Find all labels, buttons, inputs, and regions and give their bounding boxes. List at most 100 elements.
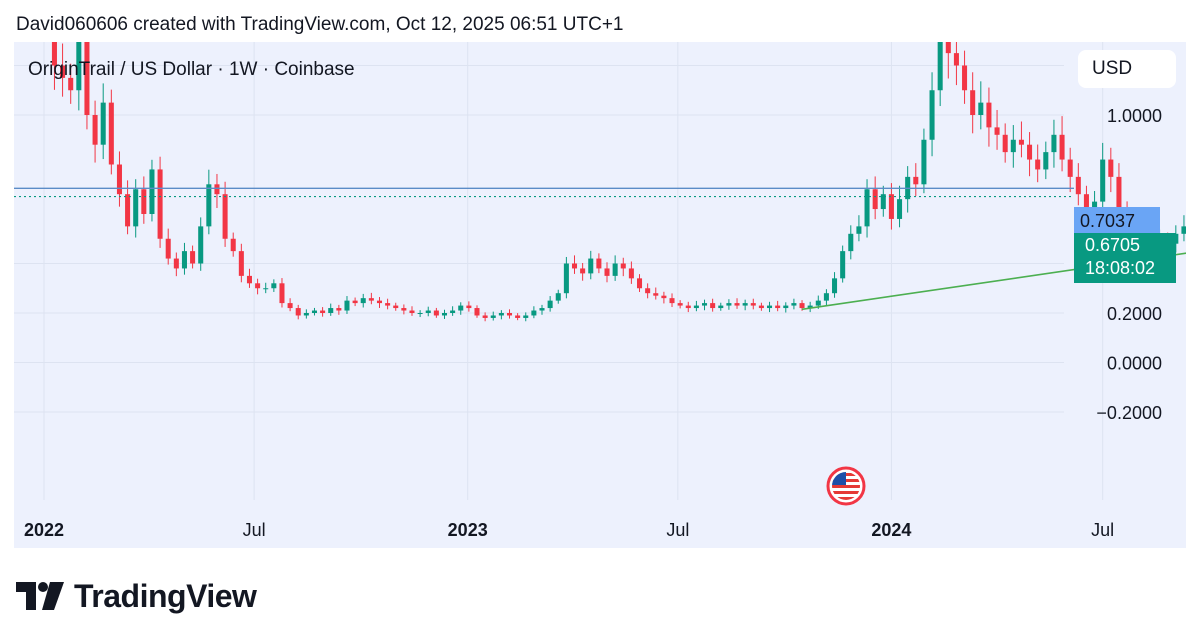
candle xyxy=(872,176,878,220)
candle xyxy=(222,181,228,247)
candle xyxy=(92,100,98,163)
bar-countdown: 18:08:02 xyxy=(1085,258,1156,278)
chart-area[interactable]: 1.20001.00000.40000.20000.0000−0.2000202… xyxy=(14,42,1186,548)
candle xyxy=(490,311,496,321)
candle xyxy=(1018,121,1024,158)
candle xyxy=(328,303,334,316)
candle xyxy=(165,228,171,265)
candle xyxy=(352,297,358,307)
candle xyxy=(295,304,301,320)
candle xyxy=(1067,147,1073,193)
candle xyxy=(636,274,643,292)
candle xyxy=(433,307,439,318)
candle xyxy=(953,42,959,86)
chart-attribution: David060606 created with TradingView.com… xyxy=(16,14,624,35)
candlestick-chart[interactable]: 1.20001.00000.40000.20000.0000−0.2000202… xyxy=(14,42,1186,548)
us-flag-icon[interactable] xyxy=(826,466,866,506)
candle xyxy=(734,298,740,309)
candle xyxy=(458,302,464,315)
candle xyxy=(108,89,114,175)
candle xyxy=(563,256,569,299)
candle xyxy=(783,302,789,313)
x-tick-label: 2024 xyxy=(871,520,911,540)
trendline[interactable] xyxy=(801,170,1186,311)
candle xyxy=(1043,141,1049,180)
candle xyxy=(1100,142,1106,211)
candle xyxy=(409,306,415,316)
candle xyxy=(531,306,537,319)
candle xyxy=(287,298,293,312)
candle xyxy=(710,298,716,312)
candle xyxy=(612,255,618,281)
candle xyxy=(718,302,724,311)
candle xyxy=(255,278,261,295)
candle xyxy=(702,299,708,311)
candle xyxy=(368,292,374,305)
candle xyxy=(1108,147,1114,193)
candle xyxy=(962,50,968,104)
candle xyxy=(1010,125,1016,168)
candle xyxy=(547,296,553,312)
candle xyxy=(190,245,196,269)
candle xyxy=(506,309,513,319)
candle xyxy=(125,180,131,235)
candle xyxy=(417,310,423,318)
candle xyxy=(1002,123,1008,163)
candle xyxy=(141,176,147,224)
candle xyxy=(823,289,829,306)
currency-button[interactable]: USD xyxy=(1078,50,1176,88)
candle xyxy=(645,283,651,299)
candle xyxy=(1051,119,1057,168)
y-tick-label: −0.2000 xyxy=(1096,403,1162,423)
candle xyxy=(750,298,756,310)
tradingview-wordmark: TradingView xyxy=(74,577,257,614)
candle xyxy=(856,215,862,242)
candle xyxy=(336,304,342,315)
candle xyxy=(1075,163,1081,206)
candle xyxy=(441,309,448,319)
candle xyxy=(498,310,504,320)
candle xyxy=(474,305,480,318)
candle xyxy=(604,262,610,283)
candle xyxy=(149,159,155,222)
candle xyxy=(596,253,602,274)
candle xyxy=(580,262,586,281)
candle xyxy=(401,304,407,315)
candle xyxy=(742,299,748,311)
candle xyxy=(246,268,252,288)
candle xyxy=(888,183,894,230)
candle xyxy=(523,312,529,322)
candle xyxy=(344,296,350,314)
candle xyxy=(1027,132,1033,177)
candle xyxy=(539,304,545,315)
candle xyxy=(263,282,269,294)
candle xyxy=(661,291,667,304)
candle xyxy=(303,309,309,319)
candle xyxy=(230,232,236,257)
candle xyxy=(84,42,90,130)
candle xyxy=(1059,116,1065,172)
candle xyxy=(832,272,838,298)
candle xyxy=(937,42,943,107)
candle xyxy=(628,261,634,284)
candle xyxy=(198,217,204,271)
y-tick-label: 0.0000 xyxy=(1107,354,1162,374)
candle xyxy=(51,42,57,90)
candle xyxy=(726,299,732,310)
candle xyxy=(921,128,927,194)
x-tick-label: Jul xyxy=(243,520,266,540)
candle xyxy=(68,63,74,104)
last-price-tag: 0.6705 18:08:02 xyxy=(1074,233,1176,283)
tradingview-logo-icon xyxy=(16,582,64,610)
candle xyxy=(571,255,578,274)
candle xyxy=(945,42,951,79)
candle xyxy=(555,289,561,304)
candle xyxy=(848,225,854,260)
symbol-title[interactable]: OriginTrail / US Dollar · 1W · Coinbase xyxy=(28,59,355,80)
axis-labels: 1.20001.00000.40000.20000.0000−0.2000202… xyxy=(24,57,1162,541)
last-price-value: 0.6705 xyxy=(1085,235,1141,255)
candle xyxy=(181,242,187,275)
candle xyxy=(482,312,488,322)
candle xyxy=(913,163,919,197)
candle xyxy=(238,243,244,283)
